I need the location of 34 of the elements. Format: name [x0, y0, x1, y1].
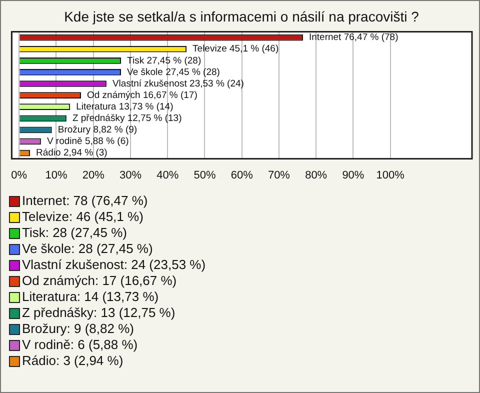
text: Tisk: 28 (27,45 %): [22, 225, 128, 241]
data-label: Rádio 2,94 % (3): [36, 148, 108, 159]
x-tick-label: 40%: [156, 169, 179, 182]
text: Literatura: 14 (13,73 %): [22, 289, 159, 305]
data-label: Vlastní zkušenost 23,53 % (24): [112, 78, 244, 90]
text: Internet: 78 (76,47 %): [22, 193, 148, 209]
text: V rodině: 6 (5,88 %): [22, 337, 138, 353]
x-tick-label: 10%: [45, 169, 68, 182]
text: Ve škole: 28 (27,45 %): [22, 241, 153, 257]
data-label: Literatura 13,73 % (14): [76, 101, 174, 112]
text: Vlastní zkušenost: 24 (23,53 %): [22, 257, 206, 273]
text: Od známých: 17 (16,67 %): [22, 273, 177, 289]
data-label: Z přednášky 12,75 % (13): [72, 113, 182, 124]
x-tick-label: 70%: [268, 169, 290, 182]
x-tick-label: 100%: [376, 169, 405, 182]
x-tick-label: 20%: [82, 169, 105, 182]
chart-title: Kde jste se setkal/a s informacemi o násilí na pracovišti ?: [64, 8, 420, 24]
data-label: Internet 76,47 % (78): [308, 32, 398, 44]
text: Televize: 46 (45,1 %): [22, 209, 144, 225]
text: Rádio: 3 (2,94 %): [22, 353, 124, 369]
data-label: Tisk 27,45 % (28): [127, 55, 202, 66]
data-label: V rodině 5,88 % (6): [46, 136, 129, 148]
x-tick-label: 0%: [11, 169, 28, 182]
x-tick-label: 80%: [305, 169, 328, 182]
data-label: Televize 45,1 % (46): [192, 44, 279, 55]
text: Z přednášky: 13 (12,75 %): [22, 305, 176, 321]
data-label: Od známých 16,67 % (17): [86, 90, 198, 101]
x-tick-label: 60%: [230, 169, 254, 182]
data-label: Brožury 8,82 % (9): [58, 124, 138, 136]
data-label: Ve škole 27,45 % (28): [127, 66, 220, 78]
text: Brožury: 9 (8,82 %): [22, 321, 134, 337]
x-tick-label: 90%: [342, 169, 364, 182]
x-tick-label: 30%: [119, 169, 142, 182]
x-tick-label: 50%: [194, 169, 216, 182]
